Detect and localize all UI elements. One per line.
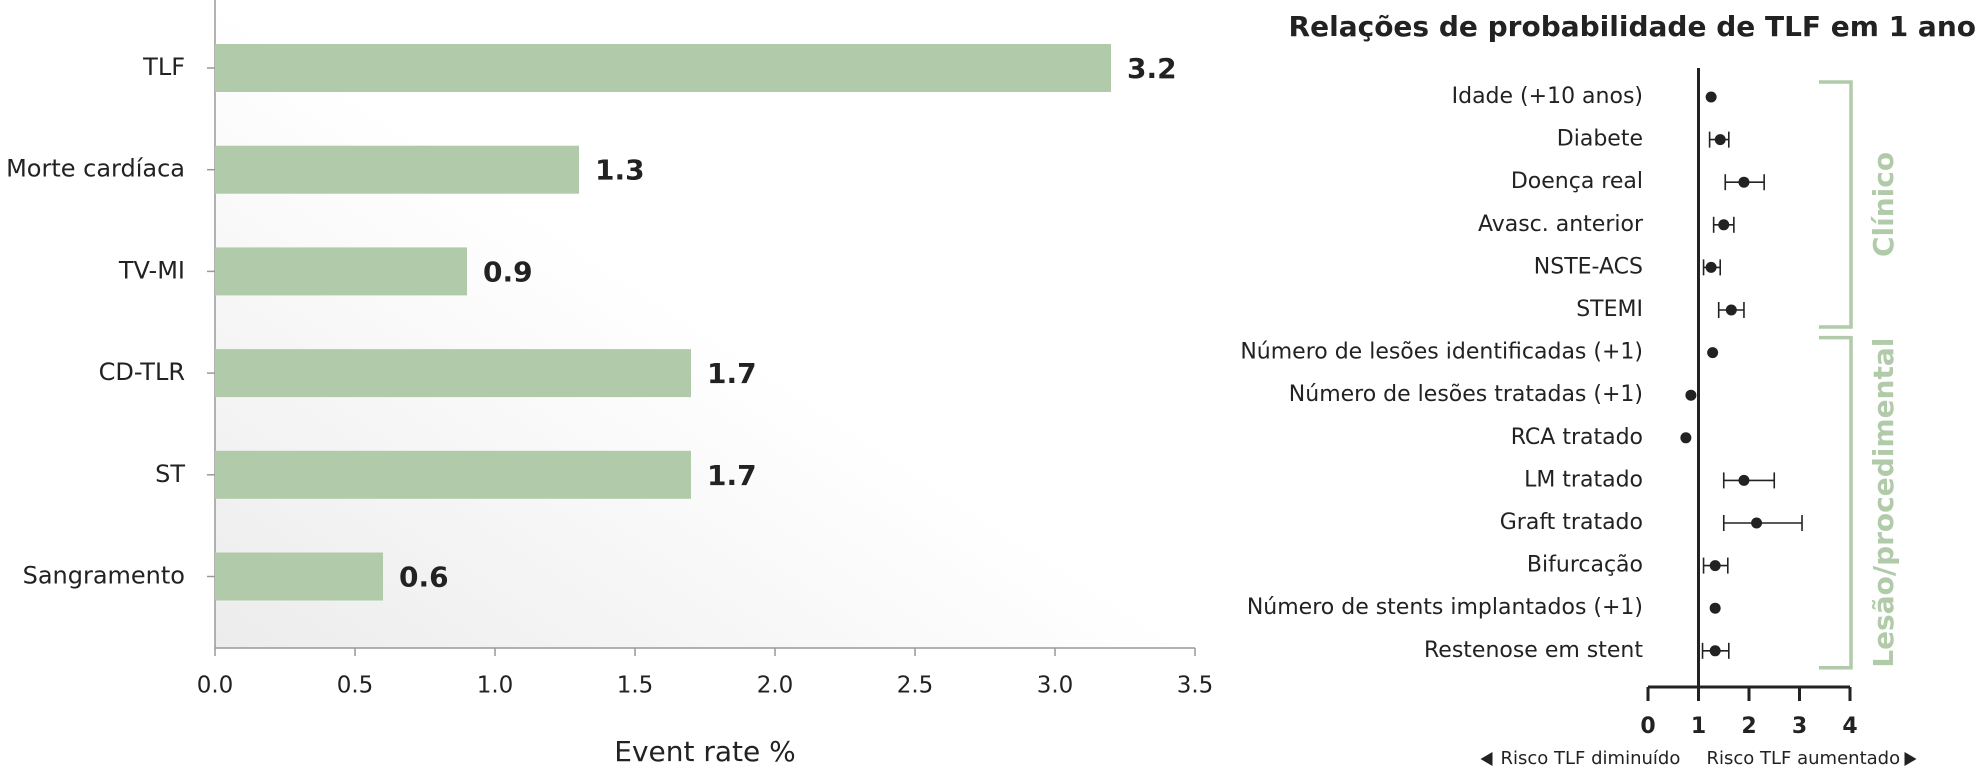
group-label: Clínico [1867, 152, 1900, 257]
x-tick-label: 0.0 [197, 673, 234, 699]
row-label: Bifurcação [1527, 553, 1643, 578]
row-label: STEMI [1576, 297, 1643, 322]
data-label: 1.7 [707, 459, 757, 492]
bar [215, 552, 383, 601]
data-label: 1.7 [707, 357, 757, 390]
x-tick-label: 0 [1640, 714, 1655, 739]
bar [215, 349, 691, 398]
row-label: Avasc. anterior [1478, 212, 1644, 237]
row-label: Restenose em stent [1424, 638, 1643, 663]
bar [215, 145, 579, 194]
error-bar [1722, 515, 1803, 531]
y-tick-label: ST [155, 460, 185, 488]
group-bracket [1819, 80, 1853, 329]
y-tick-label: Sangramento [23, 562, 185, 590]
x-tick-label: 0.5 [337, 673, 374, 699]
group-bracket [1819, 335, 1853, 670]
x-tick-label: 3.0 [1037, 673, 1074, 699]
row-label: LM tratado [1524, 467, 1643, 492]
bar [215, 44, 1111, 92]
row-label: Idade (+10 anos) [1452, 84, 1643, 109]
data-label: 1.3 [595, 154, 645, 187]
x-tick-label: 4 [1842, 714, 1857, 739]
y-tick-label: TLF [142, 53, 185, 81]
x-tick-label: 3.5 [1177, 673, 1214, 699]
row-label: Doença real [1511, 169, 1643, 194]
y-tick-label: CD-TLR [99, 358, 185, 386]
x-tick-label: 1.0 [477, 673, 514, 699]
x-tick-label: 1.5 [617, 673, 654, 699]
annotation: Risco TLF aumentado [1707, 748, 1901, 769]
row-label: Graft tratado [1500, 510, 1643, 535]
row-label: Diabete [1557, 127, 1643, 152]
y-tick-label: TV-MI [118, 256, 185, 284]
row-label: NSTE-ACS [1534, 254, 1643, 279]
x-axis-label: Event rate % [614, 735, 796, 768]
row-label: Número de lesões tratadas (+1) [1289, 382, 1643, 407]
point [1725, 304, 1737, 316]
point [1707, 347, 1719, 359]
chart-title: Relações de probabilidade de TLF em 1 an… [1289, 10, 1976, 43]
x-tick-label: 2.0 [757, 673, 794, 699]
point [1751, 517, 1763, 529]
plot-background [215, 0, 1195, 648]
x-tick-label: 2.5 [897, 673, 934, 699]
point [1738, 474, 1750, 486]
y-tick-label: Morte cardíaca [6, 155, 185, 183]
point [1709, 602, 1721, 614]
data-label: 0.6 [399, 561, 449, 594]
data-label: 3.2 [1127, 52, 1177, 85]
point [1709, 645, 1721, 657]
x-tick-label: 3 [1792, 714, 1807, 739]
row-label: Número de lesões identificadas (+1) [1240, 340, 1643, 365]
point [1714, 134, 1726, 146]
bar [215, 450, 691, 499]
point [1705, 261, 1717, 273]
point [1718, 219, 1730, 231]
row-label: RCA tratado [1511, 425, 1643, 450]
data-label: 0.9 [483, 255, 533, 288]
arrow-left [1480, 752, 1493, 766]
point [1709, 560, 1721, 572]
bar [215, 247, 467, 296]
row-label: Número de stents implantados (+1) [1247, 595, 1643, 620]
point [1738, 176, 1750, 188]
annotation: Risco TLF diminuído [1501, 748, 1681, 769]
point [1680, 432, 1692, 444]
point [1705, 91, 1717, 103]
x-tick-label: 2 [1741, 714, 1756, 739]
arrow-right [1904, 752, 1917, 766]
group-label: Lesão/procedimental [1867, 338, 1900, 668]
point [1685, 389, 1697, 401]
x-tick-label: 1 [1691, 714, 1706, 739]
